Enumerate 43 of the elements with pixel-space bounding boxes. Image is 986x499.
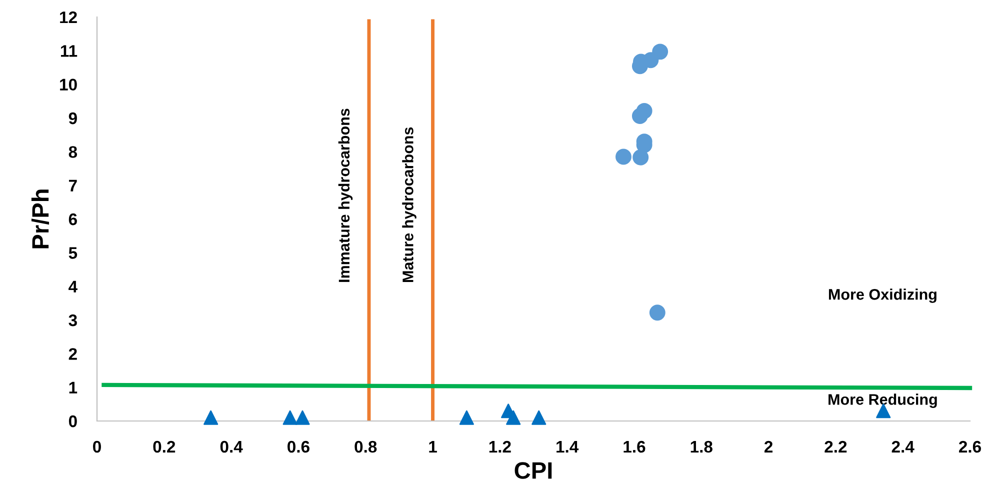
x-tick-label: 1 (429, 441, 437, 453)
y-tick-label: 12 (60, 11, 77, 24)
annotation: More Oxidizing (828, 288, 936, 303)
point (532, 410, 546, 425)
x-tick-label: 0.4 (220, 440, 243, 453)
ref-line-label: Mature hydrocarbons (402, 127, 416, 282)
x-tick-label: 2.2 (824, 440, 847, 453)
point (616, 148, 632, 165)
x-tick-label: 1.4 (556, 441, 579, 453)
x-tick-label: 0.8 (354, 440, 377, 453)
x-tick-label: 2 (764, 440, 773, 453)
point (632, 108, 648, 124)
y-tick-label: 2 (68, 348, 77, 360)
point (649, 304, 666, 321)
y-tick-label: 11 (60, 45, 78, 57)
ref-line-label: Immature hydrocarbons (338, 108, 353, 282)
y-axis-title: Pr/Ph (31, 190, 50, 248)
point (632, 149, 649, 166)
point (295, 410, 310, 425)
x-tick-label: 0.6 (288, 440, 310, 453)
y-tick-label: 7 (69, 180, 77, 192)
y-tick-label: 0 (68, 415, 77, 428)
x-tick-label: 1.2 (489, 440, 511, 453)
y-tick-label: 8 (68, 146, 78, 158)
x-tick-label: 2.4 (892, 440, 914, 453)
y-tick-label: 3 (68, 314, 77, 326)
x-tick-label: 1.8 (690, 440, 712, 453)
x-tick-label: 0 (93, 440, 101, 453)
point (282, 410, 298, 425)
point (204, 410, 218, 425)
annotation: More Reducing (828, 394, 937, 408)
point (459, 410, 474, 425)
y-tick-label: 1 (69, 382, 78, 394)
y-tick-label: 10 (60, 78, 77, 91)
point (506, 410, 521, 425)
x-tick-label: 0.2 (153, 440, 176, 453)
x-tick-label: 2.6 (958, 440, 981, 453)
x-axis-title: CPI (514, 462, 552, 479)
y-tick-label: 5 (68, 247, 78, 259)
y-tick-label: 6 (68, 213, 77, 226)
y-tick-label: 4 (68, 280, 78, 292)
y-tick-label: 9 (68, 112, 77, 124)
x-tick-label: 1.6 (624, 440, 646, 453)
